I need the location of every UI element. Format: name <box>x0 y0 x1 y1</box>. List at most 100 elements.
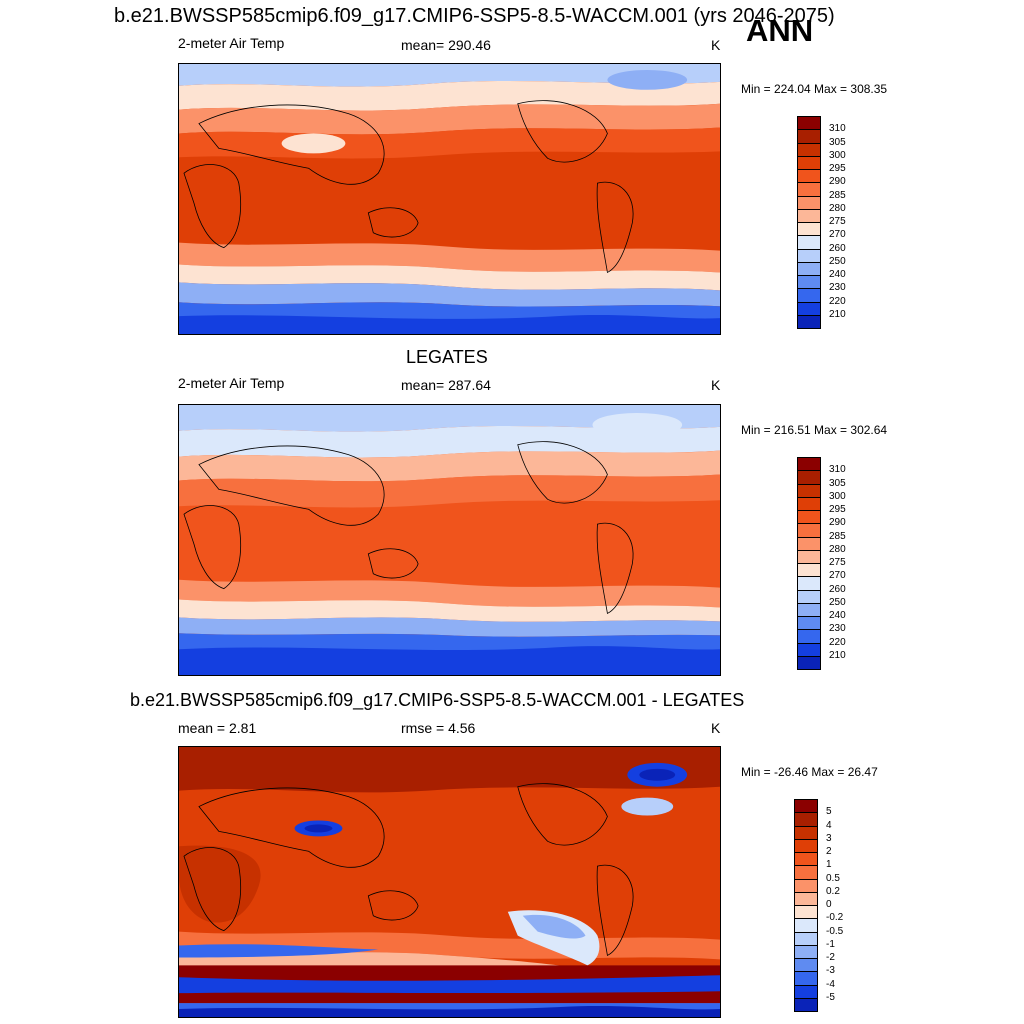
colorbar-cell <box>794 878 818 893</box>
colorbar-label: 285 <box>829 189 846 201</box>
panel2-colorbar: 310 305 300 295 290 285 280 275 270 260 250 240 230 2… <box>797 457 857 670</box>
colorbar-cell <box>794 958 818 973</box>
colorbar-cell <box>797 496 821 511</box>
colorbar-label: -4 <box>826 978 835 990</box>
panel2-mean-label: mean= 287.64 <box>401 377 491 393</box>
panel2-coastlines <box>183 441 634 615</box>
panel3-title: b.e21.BWSSP585cmip6.f09_g17.CMIP6-SSP5-8… <box>130 690 745 710</box>
colorbar-cell <box>794 852 818 867</box>
colorbar-cell <box>794 838 818 853</box>
colorbar-cell <box>797 222 821 237</box>
colorbar-cell <box>797 642 821 657</box>
colorbar-cell <box>797 275 821 290</box>
panel1-colorbar: 310 305 300 295 290 285 280 275 270 260 250 240 230 2… <box>797 116 857 329</box>
colorbar-label: 250 <box>829 255 846 267</box>
season-label: ANN <box>746 13 814 48</box>
panel3-colorbar: 5 4 3 2 1 0.5 0.2 0 -0.2 -0.5 -1 -2 -3 -4 -5 <box>794 799 854 1012</box>
colorbar-label: 275 <box>829 216 846 227</box>
colorbar-label: 285 <box>829 530 846 542</box>
colorbar-cell <box>794 905 818 920</box>
panel3-map <box>178 746 721 1018</box>
colorbar-label: 260 <box>829 583 846 595</box>
panel2-temperature-field <box>179 405 720 675</box>
colorbar-label: 220 <box>829 295 846 307</box>
colorbar-cell <box>797 116 821 131</box>
colorbar-cell <box>797 563 821 578</box>
colorbar-label: 270 <box>829 570 846 582</box>
colorbar-cell <box>797 629 821 644</box>
colorbar-cell <box>797 208 821 223</box>
panel3-mean-label: mean = 2.81 <box>178 720 257 736</box>
colorbar-cell <box>794 799 818 814</box>
colorbar-cell <box>797 483 821 498</box>
colorbar-label: 210 <box>829 649 846 661</box>
colorbar-cell <box>797 314 821 329</box>
colorbar-label: 295 <box>829 504 846 515</box>
colorbar-label: 3 <box>826 832 832 844</box>
panel1-coastlines <box>183 100 634 274</box>
colorbar-cell <box>797 655 821 670</box>
panel1-units-label: K <box>711 37 721 53</box>
colorbar-cell <box>797 261 821 276</box>
colorbar-cell <box>794 812 818 827</box>
colorbar-label: 0.2 <box>826 885 840 897</box>
colorbar-cell <box>794 944 818 959</box>
panel3-units-label: K <box>711 720 721 736</box>
colorbar-label: 310 <box>829 464 846 476</box>
colorbar-cell <box>797 288 821 303</box>
colorbar-cell <box>797 457 821 472</box>
colorbar-label: 220 <box>829 636 846 648</box>
colorbar-cell <box>797 536 821 551</box>
colorbar-label: 240 <box>829 269 846 280</box>
colorbar-cell <box>794 891 818 906</box>
colorbar-label: 5 <box>826 806 832 818</box>
panel3-coastlines <box>183 783 634 957</box>
colorbar-label: 4 <box>826 819 832 831</box>
colorbar-cell <box>794 931 818 946</box>
colorbar-cell <box>797 602 821 617</box>
panel2-title: LEGATES <box>406 347 488 367</box>
panel1-temperature-field <box>179 64 720 334</box>
colorbar-cell <box>797 510 821 525</box>
colorbar-label: 210 <box>829 308 846 320</box>
colorbar-cell <box>797 155 821 170</box>
panel1-minmax-label: Min = 224.04 Max = 308.35 <box>741 82 888 96</box>
colorbar-cell <box>797 470 821 485</box>
colorbar-label: 295 <box>829 163 846 174</box>
panel2-minmax-label: Min = 216.51 Max = 302.64 <box>741 423 888 437</box>
panel2-map <box>178 404 721 676</box>
panel3-minmax-label: Min = -26.46 Max = 26.47 <box>741 765 878 779</box>
colorbar-label: 250 <box>829 596 846 608</box>
colorbar-cell <box>797 195 821 210</box>
colorbar-cell <box>797 235 821 250</box>
panel1-variable-label: 2-meter Air Temp <box>178 35 285 51</box>
colorbar-label: 280 <box>829 543 846 555</box>
colorbar-cell <box>797 576 821 591</box>
colorbar-label: 300 <box>829 149 846 161</box>
colorbar-label: 260 <box>829 242 846 254</box>
colorbar-label: 230 <box>829 282 846 294</box>
colorbar-cell <box>794 825 818 840</box>
colorbar-cell <box>794 971 818 986</box>
colorbar-label: -1 <box>826 938 835 950</box>
colorbar-label: 0 <box>826 899 832 910</box>
colorbar-label: 275 <box>829 557 846 568</box>
panel3-rmse-label: rmse = 4.56 <box>401 720 476 736</box>
panel1-map <box>178 63 721 335</box>
colorbar-label: 0.5 <box>826 872 840 884</box>
colorbar-label: 310 <box>829 123 846 135</box>
colorbar-label: 305 <box>829 136 846 148</box>
colorbar-label: -5 <box>826 991 835 1003</box>
colorbar-cell <box>794 918 818 933</box>
colorbar-label: 2 <box>826 846 832 857</box>
colorbar-label: 240 <box>829 610 846 621</box>
panel3-difference-field <box>179 747 720 1017</box>
colorbar-cell <box>794 997 818 1012</box>
colorbar-label: 1 <box>826 859 832 871</box>
colorbar-label: 270 <box>829 229 846 241</box>
colorbar-cell <box>797 182 821 197</box>
colorbar-cell <box>797 142 821 157</box>
colorbar-label: -3 <box>826 965 835 977</box>
colorbar-cell <box>797 549 821 564</box>
colorbar-cell <box>797 248 821 263</box>
